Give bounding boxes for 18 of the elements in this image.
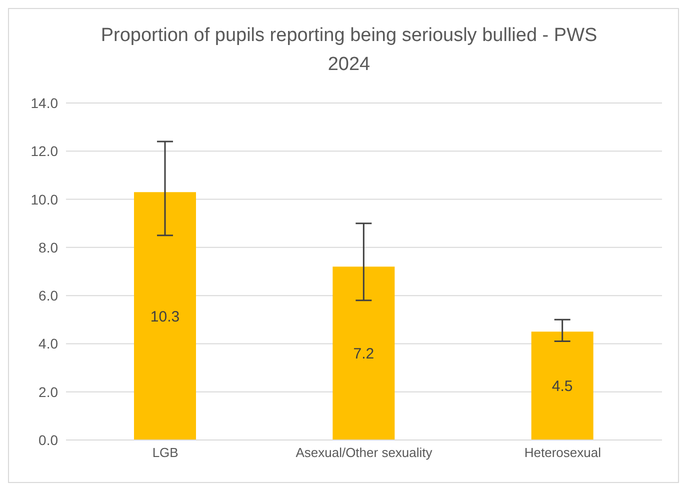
y-tick-label: 8.0 (38, 239, 58, 256)
x-tick-label: Heterosexual (524, 445, 602, 460)
y-tick-label: 10.0 (30, 191, 58, 208)
bar (332, 266, 395, 440)
data-label: 7.2 (353, 346, 374, 363)
y-tick-label: 14.0 (30, 94, 58, 111)
chart-title: Proportion of pupils reporting being seriously bullied - PWS 2024 (100, 24, 598, 77)
x-tick-label: LGB (152, 445, 178, 460)
x-tick-label: Asexual/Other sexuality (296, 445, 433, 460)
y-tick-label: 2.0 (38, 384, 58, 400)
bar (134, 192, 196, 440)
bar (531, 332, 594, 440)
data-label: 4.5 (552, 378, 573, 396)
data-label: 10.3 (150, 308, 180, 326)
y-tick-label: 0.0 (38, 432, 58, 448)
y-tick-label: 4.0 (38, 336, 58, 352)
y-tick-label: 6.0 (38, 288, 58, 304)
y-tick-label: 12.0 (30, 143, 58, 160)
